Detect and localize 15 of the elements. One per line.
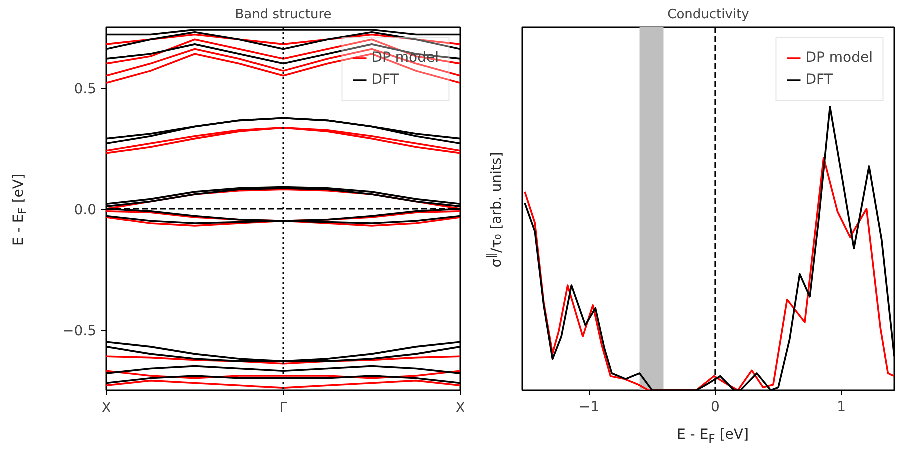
x-tick-label: X [456,400,466,416]
x-tick-label: 0 [710,400,720,416]
legend-label: DP model [806,50,873,66]
legend-label: DFT [806,72,833,88]
x-tick-label: X [102,400,112,416]
x-tick-label: 1 [837,400,846,416]
chart-title: Band structure [235,8,332,22]
x-tick-label: Γ [280,400,288,416]
legend-label: DFT [372,72,399,88]
y-tick-label: 0.5 [74,82,96,98]
x-tick-label: −1 [579,400,600,416]
x-axis-title: E - E$_{F}$ [eV] [676,426,750,448]
y-tick-label: −0.5 [62,324,97,340]
y-tick-label: 0.0 [74,202,96,218]
chart-title: Conductivity [668,8,750,22]
